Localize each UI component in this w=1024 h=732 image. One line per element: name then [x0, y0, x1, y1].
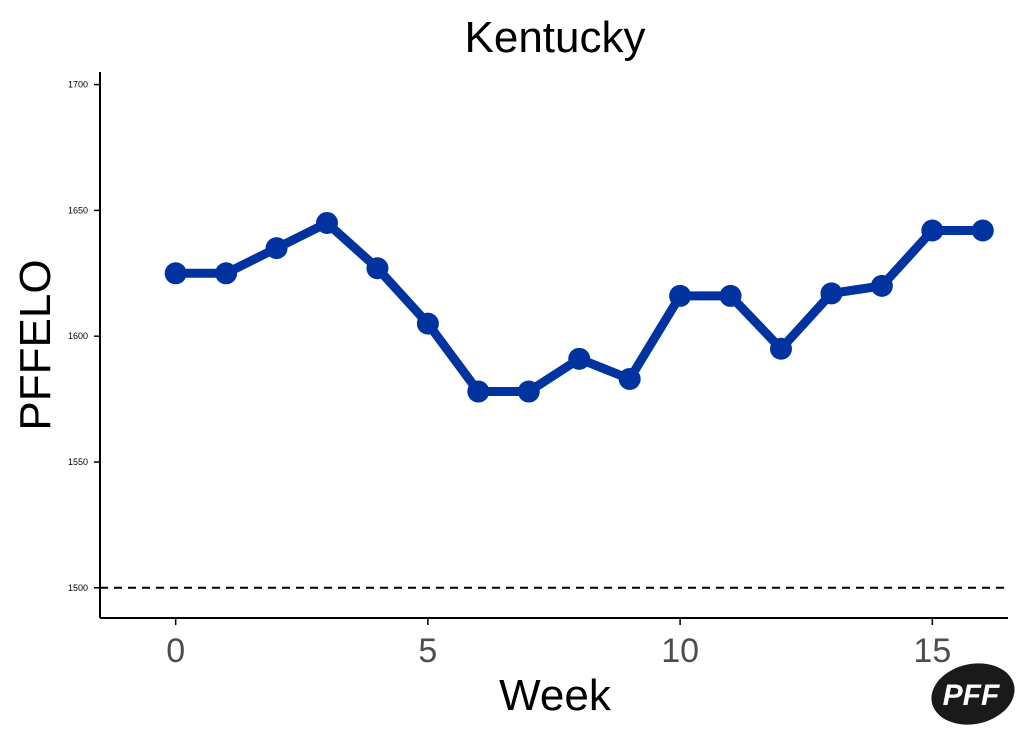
y-tick-label: 1600 [68, 331, 88, 341]
data-point [870, 274, 893, 297]
data-point [265, 237, 288, 260]
series-layer [164, 211, 994, 403]
pff-logo: PFF [931, 663, 1015, 725]
data-point [971, 219, 994, 242]
y-tick-label: 1650 [68, 205, 88, 215]
data-point [719, 284, 742, 307]
pff-logo-badge [931, 663, 1015, 725]
data-point [316, 211, 338, 234]
data-point [416, 312, 439, 335]
y-axis-title: PFFELO [11, 259, 60, 430]
data-point [164, 262, 187, 285]
y-ticks: 1500 1550 1600 1650 1700 [68, 80, 100, 593]
data-point [568, 347, 591, 370]
data-point [921, 219, 944, 242]
data-point [820, 282, 843, 305]
y-tick-label: 1550 [68, 457, 88, 467]
x-axis-title: Week [499, 671, 612, 720]
x-tick-label: 10 [661, 632, 699, 670]
data-point [618, 367, 641, 390]
chart-title: Kentucky [465, 13, 646, 62]
pff-logo-text: PFF [943, 679, 1000, 712]
data-point [366, 257, 389, 280]
x-tick-label: 15 [913, 632, 951, 670]
data-point [517, 380, 540, 403]
x-tick-label: 0 [166, 632, 185, 670]
data-point [770, 337, 792, 360]
data-point [669, 284, 692, 307]
y-tick-label: 1500 [68, 583, 88, 593]
x-tick-label: 5 [418, 632, 437, 670]
data-point [467, 380, 490, 403]
data-point [215, 262, 238, 285]
y-tick-label: 1700 [68, 80, 88, 90]
x-ticks: 0 5 10 15 [166, 618, 951, 670]
